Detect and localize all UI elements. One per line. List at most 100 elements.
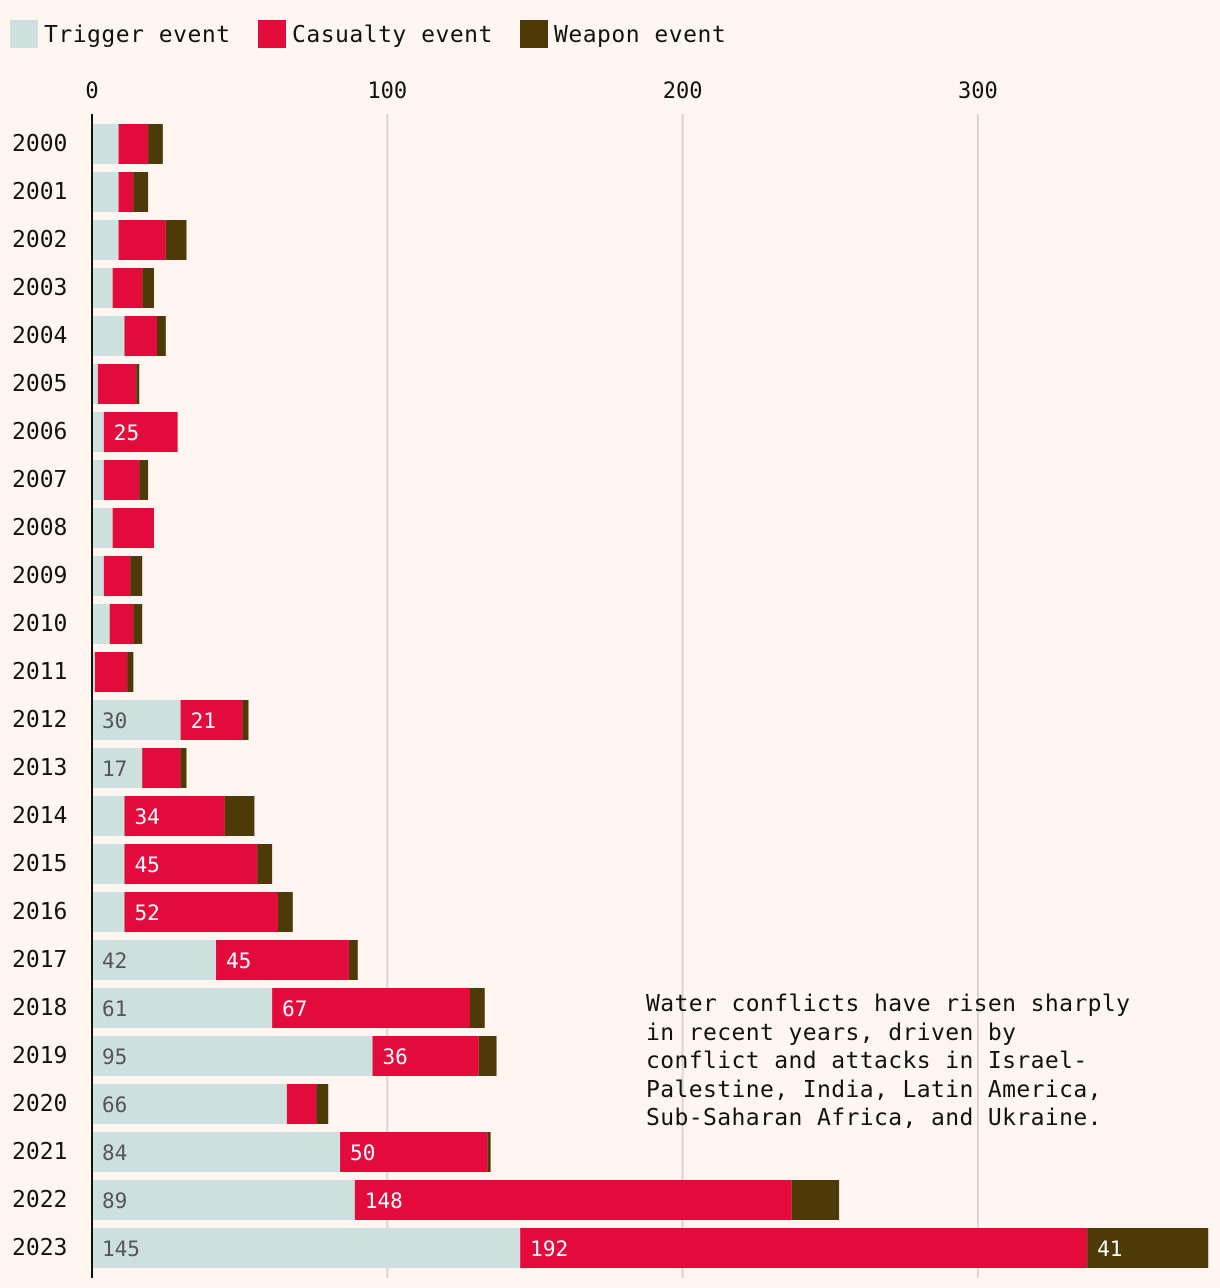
bar-casualty-event-2005 <box>97 364 137 404</box>
chart-annotation: Water conflicts have risen sharply in re… <box>646 991 1131 1131</box>
gridlines <box>386 114 979 1278</box>
bar-weapon-event-2007 <box>139 460 149 500</box>
bar-trigger-event-2002 <box>92 220 119 260</box>
year-label-2017: 2017 <box>12 947 67 973</box>
bar-label-casualty-event-2021: 50 <box>350 1141 375 1165</box>
bar-label-trigger-event-2012: 30 <box>102 709 127 733</box>
bar-label-trigger-event-2017: 42 <box>102 949 127 973</box>
bar-casualty-event-2008 <box>112 508 155 548</box>
year-label-2020: 2020 <box>12 1091 67 1117</box>
bar-trigger-event-2004 <box>92 316 125 356</box>
bar-label-trigger-event-2019: 95 <box>102 1045 127 1069</box>
bar-weapon-event-2021 <box>487 1132 491 1172</box>
bar-weapon-event-2011 <box>127 652 134 692</box>
bar-trigger-event-2014 <box>92 796 125 836</box>
bar-weapon-event-2020 <box>316 1084 329 1124</box>
bar-casualty-event-2020 <box>286 1084 317 1124</box>
bar-trigger-event-2003 <box>92 268 113 308</box>
bar-weapon-event-2014 <box>224 796 255 836</box>
y-axis-labels: 2000 2001 2002 2003 2004 2005 2006 2007 2008 2009… <box>12 131 67 1261</box>
bar-label-trigger-event-2021: 84 <box>102 1141 127 1165</box>
bar-trigger-event-2006 <box>92 412 104 452</box>
bar-trigger-event-2001 <box>92 172 119 212</box>
bar-trigger-event-2016 <box>92 892 125 932</box>
year-label-2006: 2006 <box>12 419 67 445</box>
bar-casualty-event-2015 <box>124 844 258 884</box>
bar-trigger-event-2011 <box>92 652 95 692</box>
bar-trigger-event-2022 <box>92 1180 355 1220</box>
legend-label-casualty-event: Casualty event <box>292 22 493 48</box>
bar-weapon-event-2003 <box>142 268 155 308</box>
bar-trigger-event-2005 <box>92 364 98 404</box>
bar-casualty-event-2003 <box>112 268 143 308</box>
bar-weapon-event-2015 <box>257 844 273 884</box>
bar-label-casualty-event-2006: 25 <box>114 421 139 445</box>
bar-label-casualty-event-2022: 148 <box>365 1189 403 1213</box>
year-label-2011: 2011 <box>12 659 67 685</box>
year-label-2002: 2002 <box>12 227 67 253</box>
bar-casualty-event-2011 <box>94 652 128 692</box>
bar-casualty-event-2013 <box>142 748 181 788</box>
bar-weapon-event-2009 <box>130 556 143 596</box>
bar-label-trigger-event-2013: 17 <box>102 757 127 781</box>
x-tick-label-100: 100 <box>367 79 407 104</box>
bar-trigger-event-2012 <box>92 700 181 740</box>
bar-trigger-event-2010 <box>92 604 110 644</box>
legend-swatch-casualty-event <box>258 20 286 48</box>
bars: 25 30 21 17 34 45 52 42 45 61 67 95 36 66 84 50 89 148 145… <box>92 124 1209 1268</box>
year-label-2013: 2013 <box>12 755 67 781</box>
bar-trigger-event-2000 <box>92 124 119 164</box>
year-label-2010: 2010 <box>12 611 67 637</box>
bar-casualty-event-2017 <box>216 940 349 980</box>
bar-label-trigger-event-2018: 61 <box>102 997 127 1021</box>
year-label-2007: 2007 <box>12 467 67 493</box>
x-axis-ticks: 0 100 200 300 <box>85 79 997 104</box>
bar-weapon-event-2000 <box>148 124 163 164</box>
year-label-2015: 2015 <box>12 851 67 877</box>
bar-label-casualty-event-2017: 45 <box>226 949 251 973</box>
bar-label-casualty-event-2015: 45 <box>134 853 159 877</box>
bar-casualty-event-2010 <box>109 604 134 644</box>
bar-weapon-event-2022 <box>791 1180 840 1220</box>
year-label-2016: 2016 <box>12 899 67 925</box>
bar-label-trigger-event-2023: 145 <box>102 1237 140 1261</box>
bar-trigger-event-2017 <box>92 940 217 980</box>
bar-weapon-event-2010 <box>133 604 143 644</box>
bar-label-weapon-event-2023: 41 <box>1097 1237 1122 1261</box>
year-label-2019: 2019 <box>12 1043 67 1069</box>
bar-trigger-event-2009 <box>92 556 104 596</box>
bar-label-casualty-event-2018: 67 <box>282 997 307 1021</box>
bar-casualty-event-2009 <box>103 556 131 596</box>
bar-trigger-event-2013 <box>92 748 143 788</box>
bar-trigger-event-2021 <box>92 1132 341 1172</box>
bar-label-casualty-event-2016: 52 <box>134 901 159 925</box>
year-label-2018: 2018 <box>12 995 67 1021</box>
bar-trigger-event-2020 <box>92 1084 287 1124</box>
bar-trigger-event-2007 <box>92 460 104 500</box>
bar-casualty-event-2004 <box>124 316 157 356</box>
bar-casualty-event-2007 <box>103 460 140 500</box>
bar-casualty-event-2001 <box>118 172 134 212</box>
bar-weapon-event-2013 <box>180 748 187 788</box>
x-tick-label-200: 200 <box>663 79 703 104</box>
year-label-2008: 2008 <box>12 515 67 541</box>
year-label-2004: 2004 <box>12 323 67 349</box>
bar-casualty-event-2002 <box>118 220 166 260</box>
bar-label-trigger-event-2020: 66 <box>102 1093 127 1117</box>
bar-weapon-event-2004 <box>156 316 166 356</box>
year-label-2021: 2021 <box>12 1139 67 1165</box>
bar-trigger-event-2018 <box>92 988 273 1028</box>
year-label-2022: 2022 <box>12 1187 67 1213</box>
bar-casualty-event-2014 <box>124 796 225 836</box>
x-tick-label-300: 300 <box>958 79 998 104</box>
bar-weapon-event-2002 <box>165 220 187 260</box>
bar-trigger-event-2023 <box>92 1228 521 1268</box>
bar-weapon-event-2019 <box>478 1036 497 1076</box>
year-label-2014: 2014 <box>12 803 67 829</box>
legend-label-weapon-event: Weapon event <box>554 22 726 48</box>
legend: Trigger event Casualty event Weapon event <box>10 20 726 48</box>
bar-weapon-event-2018 <box>469 988 485 1028</box>
bar-weapon-event-2005 <box>136 364 140 404</box>
bar-weapon-event-2001 <box>133 172 149 212</box>
